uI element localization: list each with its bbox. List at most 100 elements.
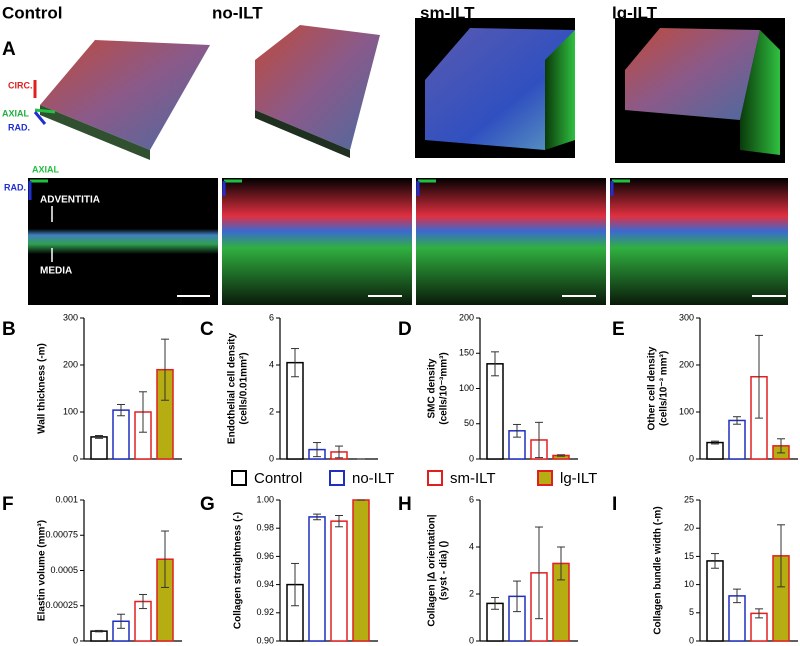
volume-images: CIRC. AXIAL RAD. [2, 18, 785, 163]
error-bar [535, 421, 543, 459]
error-bar [117, 403, 125, 417]
y-tick-label: 50 [464, 418, 474, 428]
y-axis-label: Collagen straightness (-) [233, 512, 244, 629]
bar [90, 436, 108, 460]
y-tick-label: 4 [469, 541, 474, 551]
y-tick-label: 0 [689, 635, 694, 645]
column-title: Control [2, 3, 62, 22]
legend-swatch [427, 470, 443, 486]
y-tick-label: 0.92 [256, 607, 274, 617]
error-bar [711, 440, 719, 445]
error-bar [95, 629, 103, 633]
y-axis-label: Collagen bundle width (-m) [653, 506, 664, 634]
y-axis-label: (cells/0.01mm²) [239, 352, 250, 424]
y-tick-label: 200 [679, 359, 694, 369]
error-bar [139, 593, 147, 610]
y-tick-label: 0.0005 [50, 565, 78, 575]
bar [728, 419, 746, 460]
column-title: no-ILT [212, 3, 263, 22]
y-tick-label: 4 [269, 359, 274, 369]
bar [706, 441, 724, 460]
legend-swatch [537, 470, 553, 486]
error-bar [535, 526, 543, 620]
error-bar [139, 391, 147, 433]
y-tick-label: 300 [679, 312, 694, 322]
legend-label: Control [254, 470, 302, 487]
y-tick-label: 0.98 [256, 523, 274, 533]
y-tick-label: 200 [459, 312, 474, 322]
panel-label: H [398, 494, 412, 515]
bar [90, 630, 108, 642]
panel-label: A [2, 39, 16, 60]
layer-label: ADVENTITIA [40, 195, 100, 206]
axis-label: AXIAL [32, 164, 60, 174]
column-title: sm-ILT [420, 3, 475, 22]
y-tick-label: 2 [269, 406, 274, 416]
y-tick-label: 100 [63, 406, 78, 416]
error-bar [777, 438, 785, 454]
y-axis-label: (cells/10⁻³mm³) [439, 352, 450, 425]
y-tick-label: 10 [684, 579, 694, 589]
panel-label: D [398, 319, 412, 340]
error-bar [491, 597, 499, 610]
y-axis-label: Collagen |Δ orientation| [427, 514, 438, 626]
y-tick-label: 20 [684, 523, 694, 533]
bar [486, 363, 504, 460]
y-axis-label: Wall thickness (-m) [37, 343, 48, 434]
y-tick-label: 0.00025 [45, 600, 78, 610]
error-bar [313, 442, 321, 458]
y-tick-label: 0.96 [256, 551, 274, 561]
y-axis-label: Elastin volume (mm³) [37, 520, 48, 621]
axis-label: RAD. [4, 182, 26, 192]
y-tick-label: 100 [679, 406, 694, 416]
bar [112, 409, 130, 460]
y-tick-label: 150 [459, 348, 474, 358]
error-bar [335, 515, 343, 528]
error-bar [755, 608, 763, 619]
bar [308, 516, 326, 642]
legend-swatch [231, 470, 247, 486]
y-tick-label: 15 [684, 551, 694, 561]
y-tick-label: 0.00075 [45, 530, 78, 540]
y-tick-label: 0.001 [55, 494, 78, 504]
panel-label: E [612, 319, 625, 340]
y-tick-label: 200 [63, 359, 78, 369]
axis-label: RAD. [8, 122, 30, 132]
error-bar [777, 524, 785, 588]
panel-label: B [2, 319, 16, 340]
error-bar [161, 530, 169, 588]
y-tick-label: 0 [469, 635, 474, 645]
error-bar [291, 562, 299, 607]
error-bar [291, 348, 299, 378]
y-tick-label: 100 [459, 383, 474, 393]
y-tick-label: 25 [684, 494, 694, 504]
y-tick-label: 1.00 [256, 494, 274, 504]
error-bar [117, 613, 125, 629]
axis-label: CIRC. [8, 80, 33, 90]
legend-label: lg-ILT [560, 470, 597, 487]
error-bar [513, 423, 521, 438]
bar [352, 499, 370, 642]
error-bar [711, 553, 719, 569]
y-axis-label: Endothelial cell density [227, 332, 238, 444]
y-tick-label: 6 [469, 494, 474, 504]
y-tick-label: 0 [689, 453, 694, 463]
y-tick-label: 0 [469, 453, 474, 463]
legend-label: sm-ILT [450, 470, 496, 487]
section-images: AXIAL RAD. ADVENTITIA MEDIA [4, 164, 788, 305]
layer-label: MEDIA [40, 266, 72, 277]
y-tick-label: 0.94 [256, 579, 274, 589]
panel-label: F [2, 494, 14, 515]
error-bar [513, 580, 521, 613]
bar [330, 520, 348, 642]
legend-label: no-ILT [352, 470, 394, 487]
panel-label: I [612, 494, 617, 515]
error-bar [733, 588, 741, 604]
y-tick-label: 6 [269, 312, 274, 322]
error-bar [733, 416, 741, 425]
error-bar [755, 334, 763, 419]
error-bar [557, 546, 565, 581]
y-tick-label: 300 [63, 312, 78, 322]
error-bar [313, 513, 321, 521]
